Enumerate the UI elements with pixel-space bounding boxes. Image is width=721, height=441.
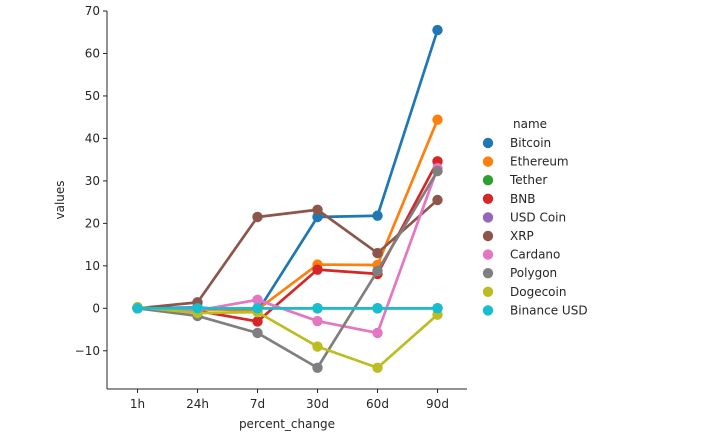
legend-marker xyxy=(482,137,494,149)
legend-marker xyxy=(482,286,494,297)
legend-label: Polygon xyxy=(510,266,557,280)
data-point xyxy=(312,264,323,275)
legend-label: XRP xyxy=(510,229,534,243)
series-bitcoin xyxy=(132,24,443,317)
data-point xyxy=(312,303,323,314)
y-tick-label: 0 xyxy=(92,301,100,315)
y-tick-label: 40 xyxy=(85,131,100,145)
y-axis-label: values xyxy=(53,180,67,219)
y-tick-label: 10 xyxy=(85,259,100,273)
data-point xyxy=(432,165,443,177)
y-tick-label: 70 xyxy=(85,4,100,18)
y-tick-label: −10 xyxy=(75,344,100,358)
x-tick-label: 90d xyxy=(426,397,449,411)
y-tick-label: 50 xyxy=(85,89,100,103)
data-point xyxy=(432,303,443,314)
legend-marker xyxy=(482,305,494,316)
legend-label: Cardano xyxy=(510,248,560,262)
legend-marker xyxy=(482,193,494,204)
data-point xyxy=(132,303,143,314)
data-point xyxy=(372,327,383,339)
data-point xyxy=(432,114,443,125)
data-point xyxy=(192,303,203,314)
data-point xyxy=(372,265,383,277)
data-point xyxy=(252,327,263,339)
legend-label: Dogecoin xyxy=(510,285,566,299)
data-point xyxy=(252,294,263,306)
data-point xyxy=(312,204,323,215)
series-line xyxy=(136,169,439,370)
legend-label: Ethereum xyxy=(510,155,569,169)
legend-label: Binance USD xyxy=(510,303,588,317)
legend-marker xyxy=(482,268,494,279)
data-point xyxy=(372,210,383,221)
data-point xyxy=(252,303,263,314)
series-polygon xyxy=(132,165,443,373)
x-tick-label: 7d xyxy=(250,397,265,411)
legend-title: name xyxy=(513,117,547,131)
y-tick-label: 30 xyxy=(85,174,100,188)
y-tick-label: 60 xyxy=(85,46,100,60)
data-point xyxy=(372,247,383,259)
data-point xyxy=(432,24,443,36)
series-line xyxy=(136,166,439,335)
data-point xyxy=(312,362,323,373)
data-point xyxy=(372,303,383,314)
x-axis-label: percent_change xyxy=(239,417,335,431)
x-tick-label: 30d xyxy=(306,397,329,411)
legend-label: BNB xyxy=(510,192,535,206)
x-tick-label: 60d xyxy=(366,397,389,411)
series-layer xyxy=(132,24,443,373)
legend-marker xyxy=(482,175,494,186)
series-line xyxy=(136,28,439,314)
data-point xyxy=(432,194,443,206)
legend-marker xyxy=(482,249,494,260)
legend-label: Tether xyxy=(509,173,547,187)
series-line xyxy=(136,305,439,370)
chart-axes: −10 0 10 20 30 40 50 60 70 1h 24h 7d 30d 60d 90d xyxy=(75,4,467,411)
data-point xyxy=(312,315,323,327)
legend-marker xyxy=(482,156,494,167)
legend-marker xyxy=(482,230,494,242)
legend-label: USD Coin xyxy=(510,210,566,224)
series-line xyxy=(136,198,439,310)
data-point xyxy=(312,211,323,223)
y-tick-label: 20 xyxy=(85,216,100,230)
legend: name Bitcoin Ethereum Tether BNB USD Coin XRP C… xyxy=(482,117,588,317)
legend-marker xyxy=(482,212,494,223)
series-binance-usd xyxy=(132,303,443,314)
data-point xyxy=(252,211,263,223)
data-point xyxy=(372,362,383,373)
legend-label: Bitcoin xyxy=(510,136,551,150)
data-point xyxy=(252,316,263,327)
x-tick-label: 24h xyxy=(186,397,209,411)
x-tick-label: 1h xyxy=(130,397,145,411)
data-point xyxy=(312,341,323,352)
